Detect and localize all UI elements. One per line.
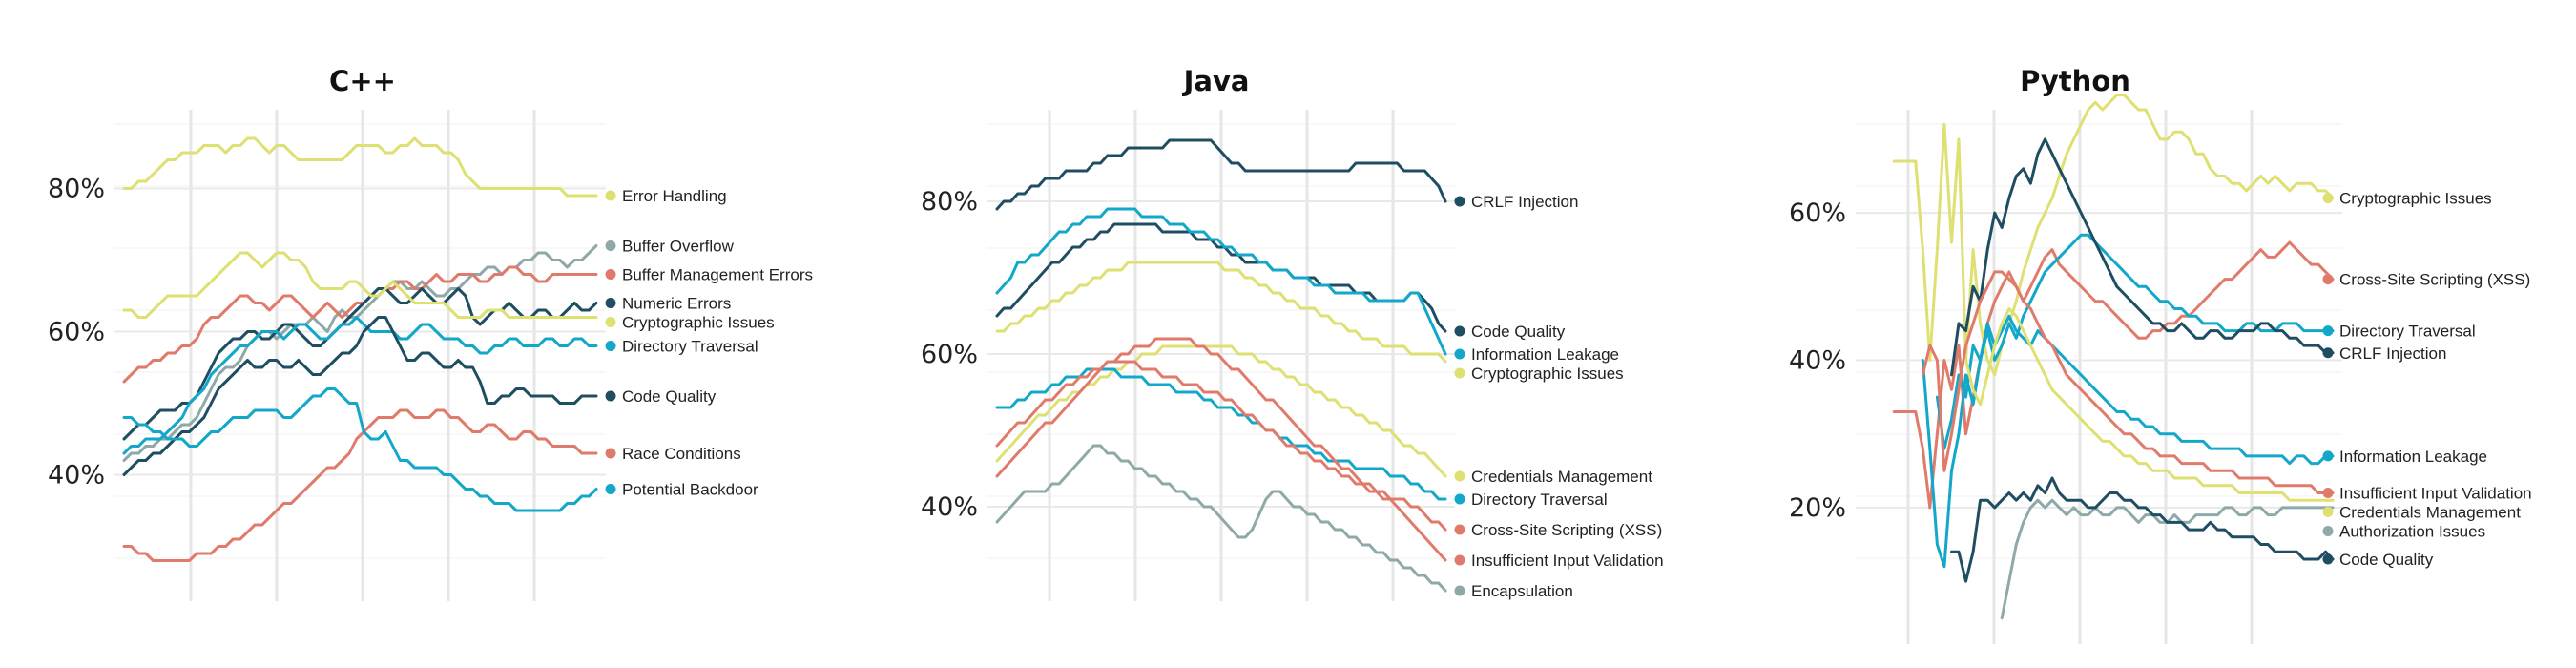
series-end-marker <box>605 390 616 402</box>
series-label: Directory Traversal <box>622 338 758 356</box>
series-line <box>1921 314 2335 569</box>
series-end-marker <box>1454 367 1465 379</box>
series-end-marker <box>1454 493 1465 505</box>
series-line <box>122 251 598 319</box>
series-end-marker <box>605 341 616 351</box>
series-end-marker <box>1454 325 1465 337</box>
series-line <box>995 344 1447 478</box>
series-label: Insufficient Input Validation <box>1471 552 1664 570</box>
series-end-marker <box>2322 525 2334 536</box>
series-label: Buffer Overflow <box>622 238 735 256</box>
series-line <box>1892 94 2335 377</box>
series-line <box>995 261 1447 364</box>
series-end-marker <box>1454 348 1465 360</box>
series-end-marker <box>1454 470 1465 482</box>
series-label: Credentials Management <box>2339 503 2521 521</box>
series-line <box>122 265 598 384</box>
series-label: Cryptographic Issues <box>2339 190 2492 208</box>
series-end-marker <box>605 269 616 280</box>
series-label: Numeric Errors <box>622 295 731 313</box>
series-label: Authorization Issues <box>2339 522 2485 540</box>
series-end-marker <box>1454 196 1465 207</box>
series-line <box>122 316 598 476</box>
series-label: Encapsulation <box>1471 582 1573 600</box>
series-line <box>1935 233 2335 450</box>
y-tick-label: 60% <box>48 318 105 347</box>
chart-title: Java <box>1182 65 1250 97</box>
y-tick-label: 80% <box>48 175 105 204</box>
series-line <box>995 444 1447 593</box>
series-line <box>1950 476 2335 583</box>
series-end-marker <box>1454 585 1465 596</box>
series-label: Directory Traversal <box>2339 323 2476 341</box>
series-end-marker <box>2322 274 2334 285</box>
series-end-marker <box>1454 524 1465 535</box>
series-label: Code Quality <box>2339 551 2434 569</box>
chart-title: Python <box>2020 65 2130 97</box>
y-tick-label: 40% <box>1789 346 1846 376</box>
series-line <box>995 207 1447 356</box>
series-label: Information Leakage <box>1471 345 1619 364</box>
y-tick-label: 40% <box>921 492 978 522</box>
y-tick-label: 20% <box>1789 493 1846 523</box>
series-end-marker <box>2322 553 2334 565</box>
series-line <box>122 136 598 198</box>
series-label: Insufficient Input Validation <box>2339 484 2532 502</box>
series-end-marker <box>605 484 616 494</box>
series-end-marker <box>1454 554 1465 566</box>
series-end-marker <box>2322 325 2334 337</box>
series-label: Race Conditions <box>622 445 741 463</box>
y-tick-label: 60% <box>1789 198 1846 228</box>
series-line <box>995 138 1447 211</box>
series-line <box>995 222 1447 333</box>
series-end-marker <box>605 298 616 308</box>
series-label: Credentials Management <box>1471 468 1652 486</box>
series-label: Buffer Management Errors <box>622 266 813 284</box>
series-line <box>122 287 598 441</box>
series-end-marker <box>2322 506 2334 517</box>
series-label: Potential Backdoor <box>622 481 758 499</box>
series-label: Code Quality <box>1471 323 1566 341</box>
series-label: Cross-Site Scripting (XSS) <box>1471 521 1662 539</box>
y-tick-label: 80% <box>921 187 978 217</box>
series-label: CRLF Injection <box>2339 344 2446 363</box>
series-end-marker <box>2322 347 2334 359</box>
series-end-marker <box>2322 450 2334 462</box>
series-label: Information Leakage <box>2339 448 2487 466</box>
series-end-marker <box>605 240 616 251</box>
series-line <box>1964 307 2335 502</box>
chart-title: C++ <box>329 65 396 97</box>
series-end-marker <box>605 317 616 327</box>
series-label: Cryptographic Issues <box>1471 365 1624 383</box>
series-line <box>122 244 598 462</box>
y-tick-label: 60% <box>921 340 978 369</box>
series-line <box>122 408 598 562</box>
series-line <box>995 337 1447 562</box>
series-line <box>1950 137 2335 377</box>
series-label: CRLF Injection <box>1471 193 1578 211</box>
series-line <box>995 367 1447 501</box>
series-line <box>122 387 598 512</box>
series-label: Cross-Site Scripting (XSS) <box>2339 271 2530 289</box>
y-tick-label: 40% <box>48 461 105 491</box>
series-line <box>995 360 1447 532</box>
series-line <box>1892 240 2335 510</box>
series-label: Code Quality <box>622 387 717 406</box>
series-end-marker <box>605 190 616 201</box>
series-line <box>1921 270 2335 494</box>
series-label: Error Handling <box>622 187 727 205</box>
series-label: Directory Traversal <box>1471 491 1608 509</box>
series-end-marker <box>2322 487 2334 498</box>
series-label: Cryptographic Issues <box>622 314 775 332</box>
series-line <box>122 316 598 455</box>
series-line <box>2000 498 2335 620</box>
series-end-marker <box>605 448 616 459</box>
series-end-marker <box>2322 193 2334 204</box>
